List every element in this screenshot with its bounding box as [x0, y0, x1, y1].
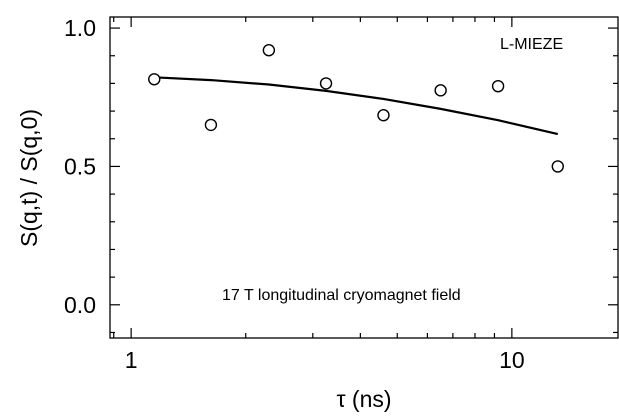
data-point	[262, 44, 276, 57]
x-tick-label: 1	[125, 347, 138, 373]
y-tick-labels: 0.0 0.5 1.0	[64, 15, 96, 318]
data-point	[148, 73, 161, 86]
x-tick-label: 10	[499, 347, 525, 373]
x-axis-label: τ (ns)	[336, 386, 391, 412]
data-point	[319, 77, 333, 90]
data-point	[377, 109, 390, 122]
data-point	[204, 118, 218, 132]
y-axis-label: S(q,t) / S(q,0)	[16, 109, 42, 247]
data-points	[148, 44, 564, 173]
y-tick-label: 0.0	[64, 292, 96, 318]
annotation-lmieze: L-MIEZE	[500, 36, 563, 53]
plot-frame	[109, 16, 619, 339]
y-tick-label: 1.0	[64, 15, 96, 41]
axis-ticks	[110, 17, 618, 338]
annotation-field: 17 T longitudinal cryomagnet field	[222, 287, 461, 304]
fit-line	[154, 76, 559, 136]
data-point	[434, 84, 447, 97]
x-tick-labels: 1 10	[125, 347, 525, 373]
data-point	[551, 160, 564, 173]
data-point	[491, 79, 505, 93]
y-tick-label: 0.5	[64, 153, 96, 179]
